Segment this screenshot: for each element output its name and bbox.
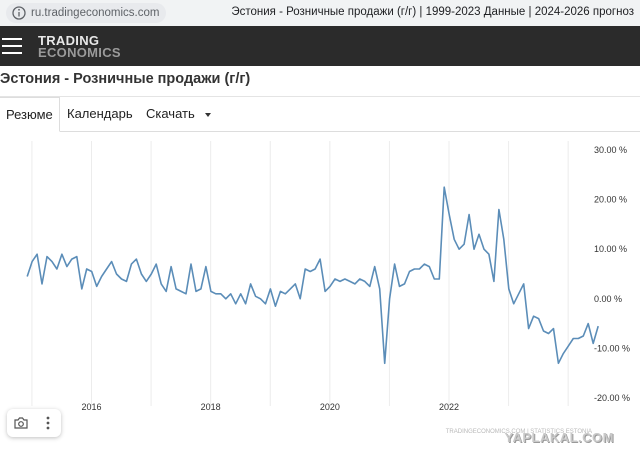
tab-calendar[interactable]: Календарь xyxy=(67,97,133,130)
document-title: Эстония - Розничные продажи (г/г) | 1999… xyxy=(231,6,634,18)
chart-grid xyxy=(31,141,569,406)
logo-line-2: ECONOMICS xyxy=(38,45,121,60)
address-bar[interactable]: ru.tradingeconomics.com xyxy=(6,3,166,23)
y-tick-label: -20.00 % xyxy=(594,393,630,403)
page-title: Эстония - Розничные продажи (г/г) xyxy=(0,71,251,87)
x-tick-label: 2022 xyxy=(439,402,459,412)
x-axis-labels: 2016 2018 2020 2022 xyxy=(81,402,459,412)
y-tick-label: 20.00 % xyxy=(594,195,627,205)
tab-calendar-label: Календарь xyxy=(67,106,133,121)
chevron-down-icon xyxy=(205,112,212,117)
y-tick-label: 10.00 % xyxy=(594,244,627,254)
more-options-button[interactable] xyxy=(34,409,61,437)
chart-toolbar xyxy=(7,409,61,437)
y-tick-label: 0.00 % xyxy=(594,294,622,304)
site-info-icon[interactable] xyxy=(11,5,27,21)
tab-download[interactable]: Скачать xyxy=(146,97,212,130)
tab-bar: Резюме Календарь Скачать xyxy=(0,97,640,132)
camera-icon xyxy=(13,417,28,429)
chart-series xyxy=(26,186,599,365)
browser-bar: ru.tradingeconomics.com Эстония - Рознич… xyxy=(0,0,640,27)
title-row: Эстония - Розничные продажи (г/г) xyxy=(0,66,640,97)
series-line[interactable] xyxy=(26,186,599,365)
x-tick-label: 2016 xyxy=(81,402,101,412)
screenshot-button[interactable] xyxy=(7,409,34,437)
yaplakal-watermark: YAPLAKAL.COM xyxy=(504,430,614,445)
url-text[interactable]: ru.tradingeconomics.com xyxy=(31,7,160,19)
tab-download-label: Скачать xyxy=(146,106,195,121)
tab-summary[interactable]: Резюме xyxy=(0,97,60,132)
y-tick-label: -10.00 % xyxy=(594,343,630,353)
y-tick-label: 30.00 % xyxy=(594,145,627,155)
retail-sales-chart[interactable]: 30.00 % 20.00 % 10.00 % 0.00 % -10.00 % -20.0… xyxy=(0,131,640,440)
site-header: TRADING ECONOMICS xyxy=(0,26,640,66)
logo-line-1: TRADING xyxy=(38,33,100,48)
x-tick-label: 2020 xyxy=(320,402,340,412)
menu-icon[interactable] xyxy=(2,38,22,54)
site-logo[interactable]: TRADING ECONOMICS xyxy=(38,33,121,60)
x-tick-label: 2018 xyxy=(201,402,221,412)
tab-summary-label: Резюме xyxy=(6,107,53,122)
more-vertical-icon xyxy=(46,416,49,430)
chart-svg: 30.00 % 20.00 % 10.00 % 0.00 % -10.00 % -20.0… xyxy=(26,141,630,435)
chart-watermark: TRADINGECONOMICS.COM | STATISTICS ESTONI… xyxy=(446,429,592,435)
y-axis-labels: 30.00 % 20.00 % 10.00 % 0.00 % -10.00 % -20.0… xyxy=(594,145,630,403)
